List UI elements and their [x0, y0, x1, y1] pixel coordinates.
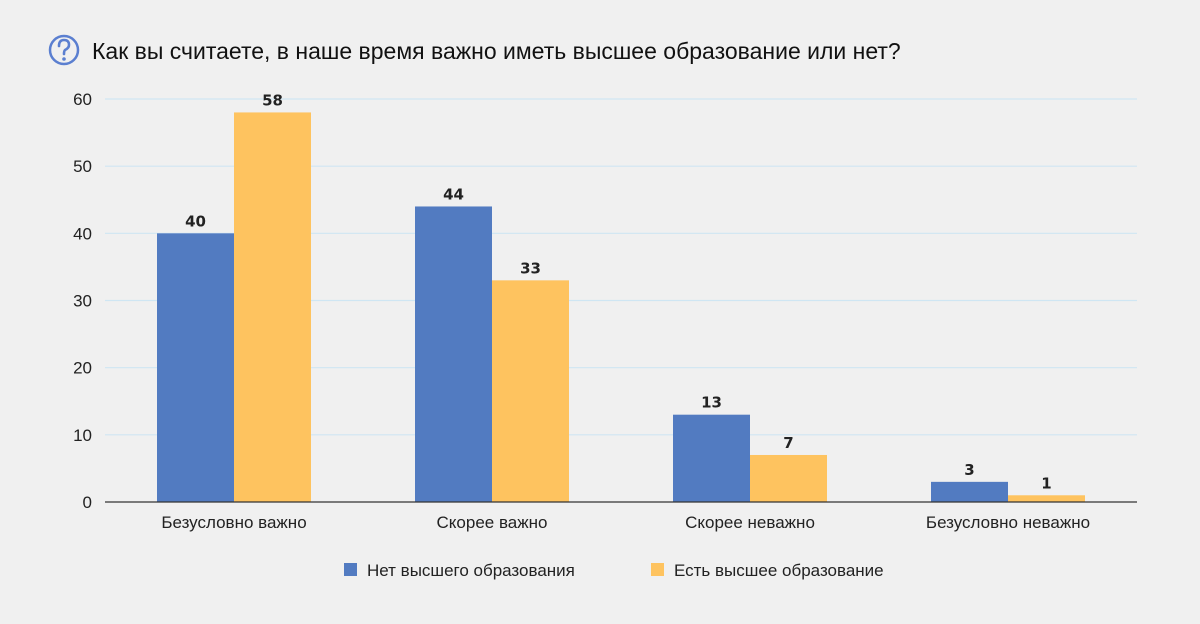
legend-swatch [344, 563, 357, 576]
bar [1008, 495, 1085, 502]
data-labels: 40 58 44 33 13 7 3 1 [185, 91, 1052, 492]
legend-label: Есть высшее образование [674, 561, 884, 580]
category-label: Безусловно важно [161, 513, 306, 532]
bar-value-label: 33 [520, 259, 541, 277]
category-label: Безусловно неважно [926, 513, 1090, 532]
bar [931, 481, 1008, 502]
bar-value-label: 40 [185, 212, 206, 230]
y-tick-label: 20 [73, 359, 92, 378]
bar [492, 280, 569, 502]
bar [415, 206, 492, 502]
bar-value-label: 1 [1041, 474, 1051, 492]
bar [750, 454, 827, 502]
bar [234, 112, 311, 502]
category-labels: Безусловно важно Скорее важно Скорее неваж… [161, 513, 1090, 532]
category-label: Скорее важно [437, 513, 548, 532]
bar [673, 414, 750, 502]
bar-value-label: 3 [964, 461, 974, 479]
legend-item: Есть высшее образование [651, 561, 884, 580]
question-circle-icon [48, 34, 80, 66]
y-tick-label: 30 [73, 292, 92, 311]
legend-swatch [651, 563, 664, 576]
category-label: Скорее неважно [685, 513, 815, 532]
title-group: Как вы считаете, в наше время важно имет… [48, 34, 901, 66]
bars [157, 112, 1085, 503]
legend-item: Нет высшего образования [344, 561, 575, 580]
bar-value-label: 58 [262, 91, 283, 109]
y-tick-label: 60 [73, 90, 92, 109]
y-tick-label: 50 [73, 157, 92, 176]
legend-label: Нет высшего образования [367, 561, 575, 580]
y-tick-label: 10 [73, 426, 92, 445]
bar [157, 233, 234, 503]
chart-title: Как вы считаете, в наше время важно имет… [92, 38, 901, 64]
y-axis-ticks: 0 10 20 30 40 50 60 [73, 90, 92, 512]
bar-value-label: 44 [443, 185, 464, 203]
bar-value-label: 7 [783, 434, 793, 452]
y-tick-label: 40 [73, 224, 92, 243]
y-tick-label: 0 [83, 493, 92, 512]
legend: Нет высшего образования Есть высшее образ… [344, 561, 884, 580]
bar-value-label: 13 [701, 394, 722, 412]
